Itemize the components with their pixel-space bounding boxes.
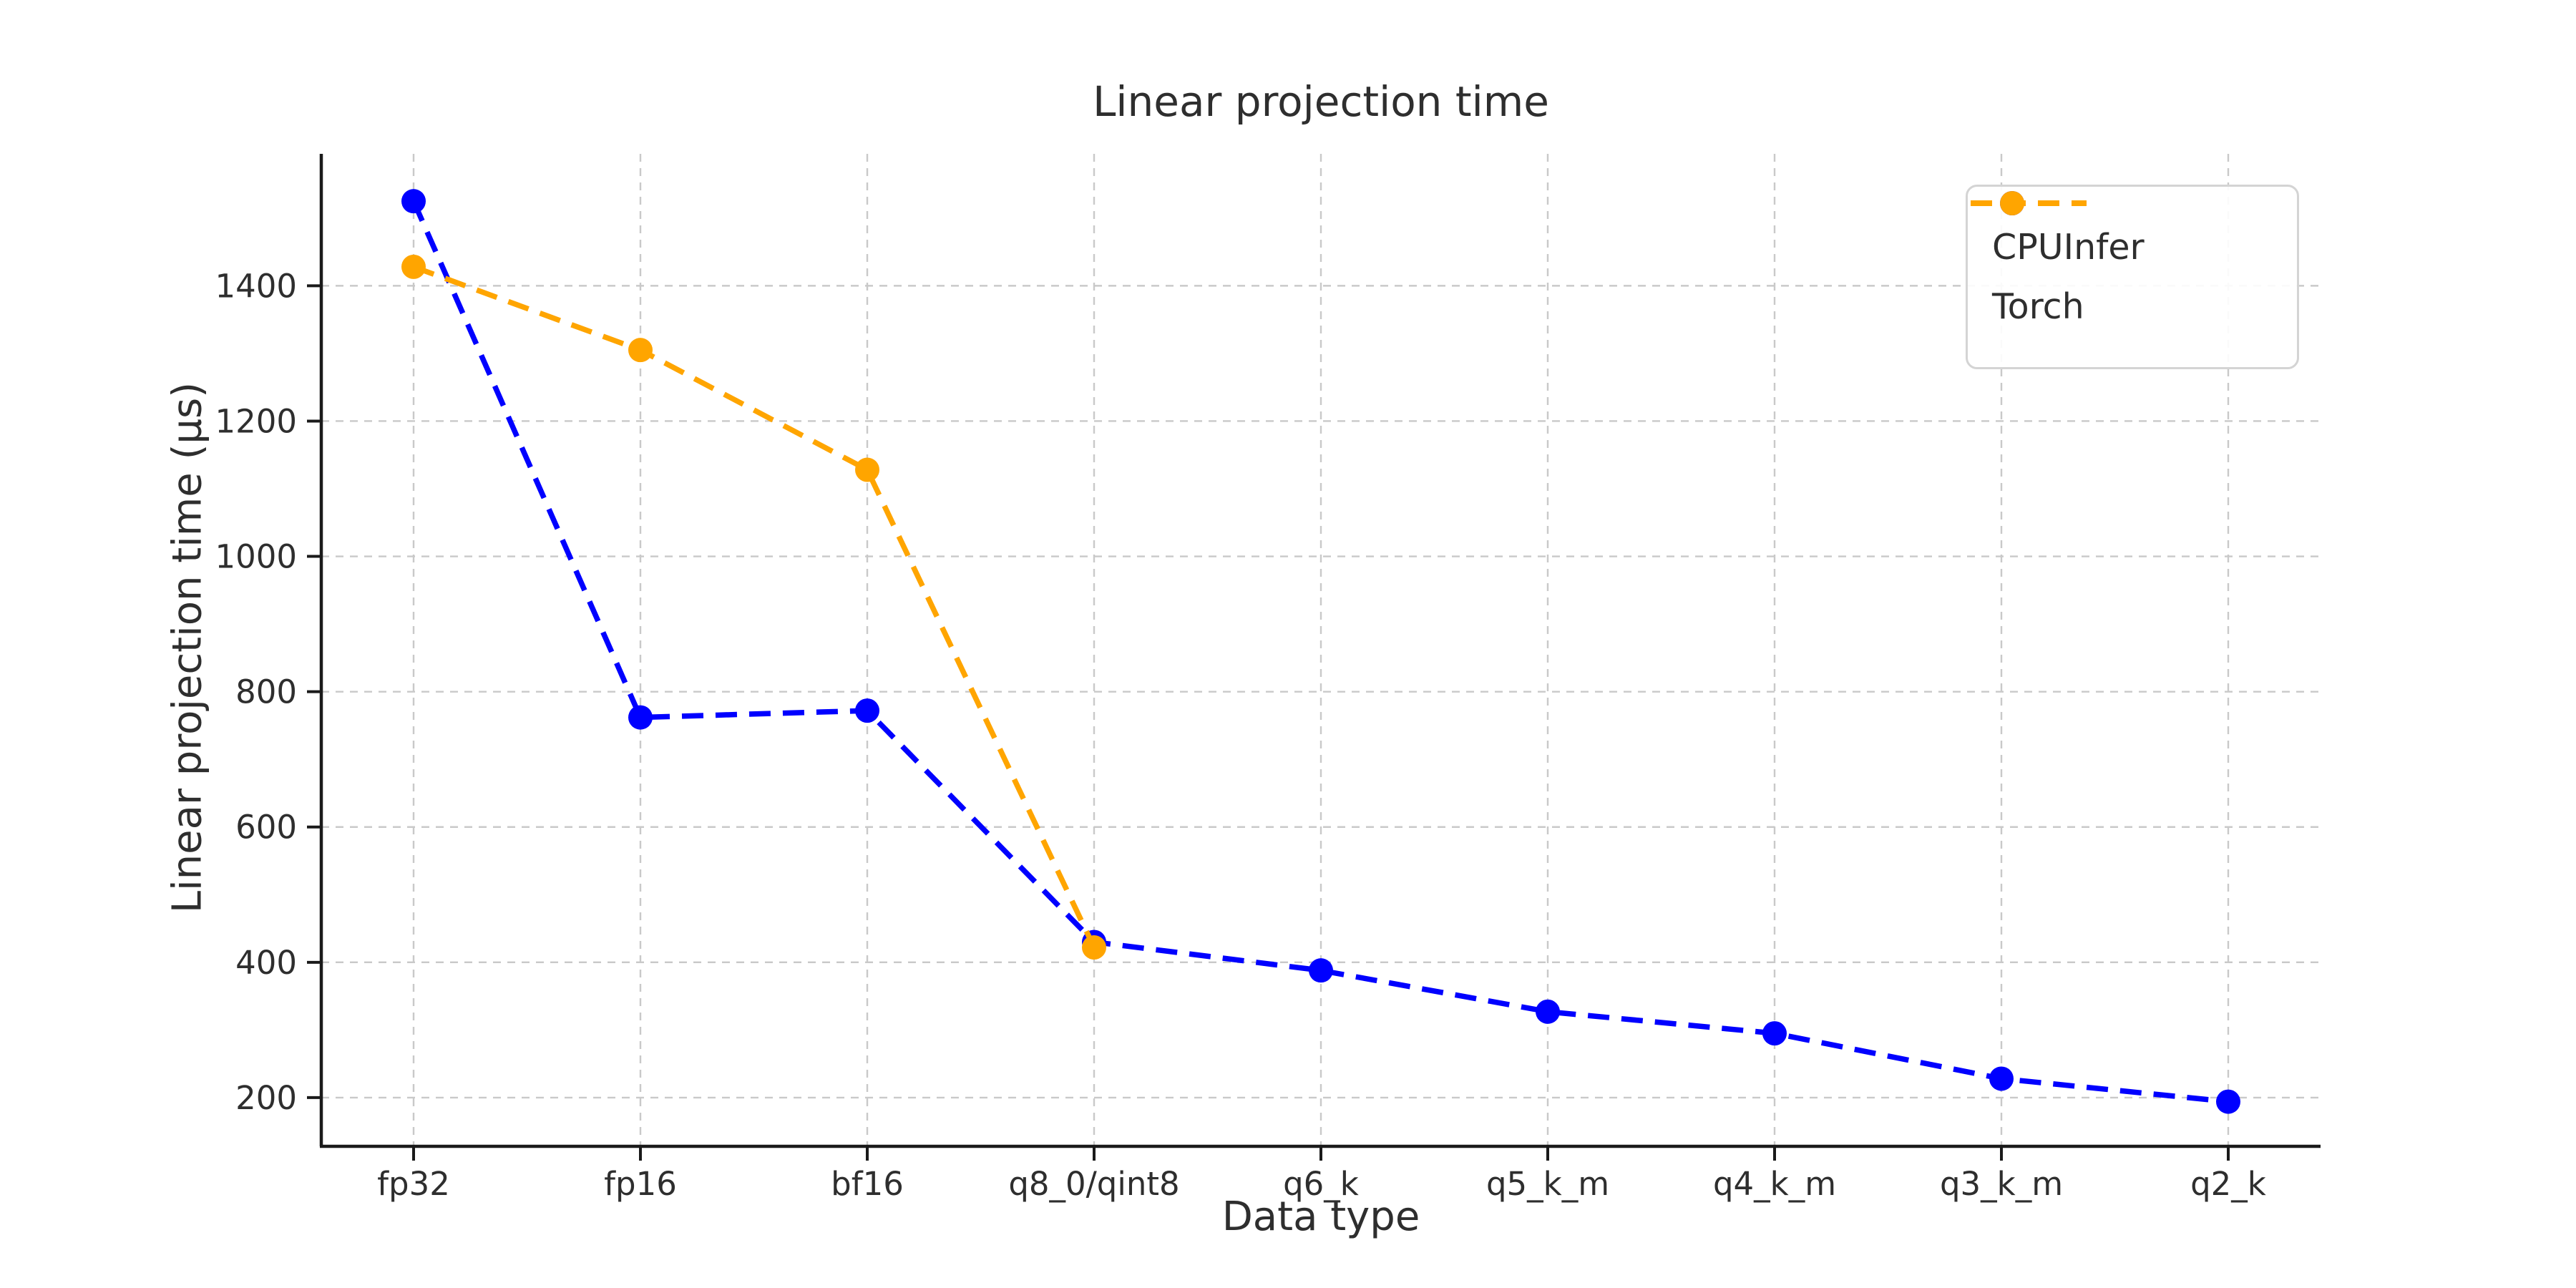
y-tick-label: 200 xyxy=(235,1079,297,1117)
y-tick-label: 1400 xyxy=(215,267,297,305)
y-tick-label: 1200 xyxy=(215,402,297,440)
x-tick-label: q2_k xyxy=(2190,1165,2266,1203)
series-line-torch xyxy=(412,264,1097,949)
data-point-cpuinfer xyxy=(1989,1066,2014,1091)
y-tick-label: 800 xyxy=(235,673,297,711)
x-tick-label: q8_0/qint8 xyxy=(1008,1165,1179,1203)
data-point-cpuinfer xyxy=(2216,1089,2240,1114)
data-point-cpuinfer xyxy=(855,698,879,723)
legend-entry-cpuinfer: CPUInfer xyxy=(1971,191,2297,268)
data-point-torch xyxy=(855,457,879,482)
x-tick-label: fp32 xyxy=(377,1165,450,1203)
legend: CPUInfer Torch xyxy=(1966,185,2299,369)
data-point-torch xyxy=(1082,935,1106,960)
legend-label: Torch xyxy=(1992,286,2084,327)
data-point-cpuinfer xyxy=(1762,1021,1787,1046)
y-tick-label: 1000 xyxy=(215,538,297,576)
x-tick-label: q4_k_m xyxy=(1713,1165,1836,1203)
data-point-cpuinfer xyxy=(1536,999,1560,1024)
legend-label: CPUInfer xyxy=(1992,227,2145,268)
legend-marker-icon xyxy=(2000,191,2024,215)
data-point-cpuinfer xyxy=(628,705,653,730)
y-tick-label: 600 xyxy=(235,809,297,847)
data-point-torch xyxy=(628,338,653,363)
x-tick-label: bf16 xyxy=(831,1165,904,1203)
x-tick-label: fp16 xyxy=(604,1165,677,1203)
y-axis-label: Linear projection time (μs) xyxy=(164,381,211,914)
data-point-cpuinfer xyxy=(1309,958,1333,983)
legend-entry-torch: Torch xyxy=(1971,191,2297,327)
legend-line-sample xyxy=(1971,191,2087,215)
y-tick-label: 400 xyxy=(235,944,297,982)
series-line-cpuinfer xyxy=(411,200,2229,1105)
x-tick-label: q6_k xyxy=(1283,1165,1359,1203)
data-point-torch xyxy=(401,254,426,279)
chart-title: Linear projection time xyxy=(1093,77,1549,126)
x-tick-label: q5_k_m xyxy=(1486,1165,1609,1203)
x-axis-label: Data type xyxy=(1221,1194,1420,1240)
data-point-cpuinfer xyxy=(401,189,426,214)
x-tick-label: q3_k_m xyxy=(1940,1165,2063,1203)
